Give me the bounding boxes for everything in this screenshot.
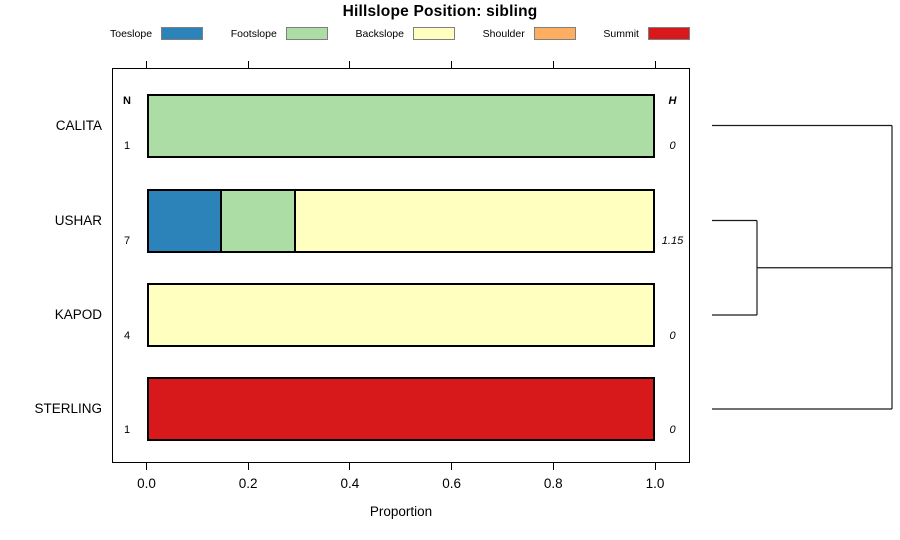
legend-swatch-footslope [285,27,328,40]
x-axis-tick [552,463,554,470]
n-value-sterling: 1 [123,423,131,436]
x-axis-tick-top [349,61,351,68]
x-axis-tick-top [146,61,147,68]
chart-title: Hillslope Position: sibling [342,3,538,20]
stacked-bar-kapod [146,283,655,347]
bar-segment-backslope [148,285,653,345]
plot-area-box [112,68,690,463]
bar-segment-backslope [293,190,654,251]
n-column-header: N [123,95,131,107]
legend-swatch-summit [647,27,690,40]
site-label-kapod: KAPOD [54,307,102,322]
x-axis-tick-label: 0.4 [340,476,360,491]
legend: Toeslope Footslope Backslope Shoulder Summit [110,26,690,41]
legend-item-footslope: Footslope [231,27,328,40]
legend-item-shoulder: Shoulder [483,27,576,40]
n-value-kapod: 4 [123,329,131,342]
bar-segment-footslope [148,95,653,156]
site-label-calita: CALITA [55,117,102,133]
n-value-ushar: 7 [123,235,131,247]
site-label-sterling: STERLING [34,401,102,416]
legend-item-backslope: Backslope [356,27,455,40]
legend-item-toeslope: Toeslope [110,27,204,40]
legend-label: Shoulder [482,27,525,40]
bar-segment-toeslope [148,190,221,251]
x-axis-tick-top [552,61,554,68]
x-axis-tick-label: 1.0 [645,476,665,491]
site-label-ushar: USHAR [54,212,102,228]
x-axis-tick [247,463,249,470]
legend-label: Footslope [230,27,277,40]
x-axis-tick [451,463,453,470]
legend-swatch-toeslope [161,27,204,40]
x-axis-tick-label: 0.2 [238,476,258,491]
stacked-bar-sterling [146,377,655,441]
legend-label: Backslope [355,27,404,40]
h-column-header: H [668,95,677,107]
x-axis-tick-label: 0.8 [543,476,563,491]
h-value-kapod: 0 [669,329,676,342]
h-value-calita: 0 [669,140,676,152]
h-value-sterling: 0 [669,423,676,436]
x-axis-tick-label: 0.0 [137,476,156,491]
x-axis-tick-top [654,61,656,68]
x-axis-tick-top [451,61,453,68]
bar-segment-footslope [220,190,294,251]
legend-label: Toeslope [110,27,153,40]
stacked-bar-ushar [146,188,655,253]
x-axis-title: Proportion [369,504,433,519]
legend-swatch-shoulder [533,27,576,40]
x-axis-tick [654,463,656,470]
stacked-bar-calita [146,93,655,158]
n-value-calita: 1 [123,140,131,152]
h-value-ushar: 1.15 [661,235,684,247]
x-axis-tick-top [247,61,249,68]
legend-swatch-backslope [412,27,455,40]
x-axis-tick-label: 0.6 [442,476,461,491]
legend-label: Summit [603,27,639,40]
x-axis-tick [349,463,351,470]
bar-segment-summit [148,379,653,439]
x-axis-tick [146,463,147,470]
legend-item-summit: Summit [603,27,690,40]
